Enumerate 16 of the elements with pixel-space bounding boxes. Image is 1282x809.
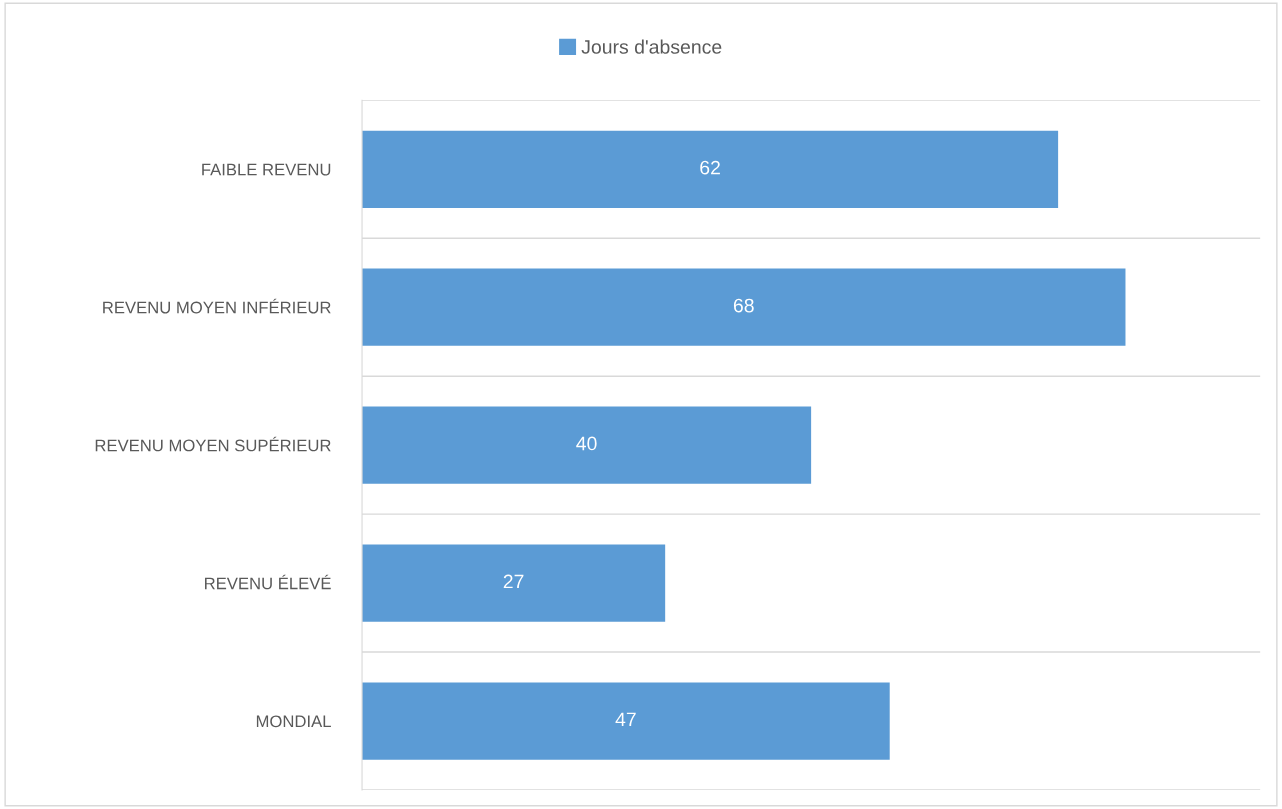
bar xyxy=(362,544,666,622)
legend-label: Jours d'absence xyxy=(581,39,722,54)
y-tick-label: REVENU MOYEN SUPÉRIEUR xyxy=(95,436,331,452)
data-label: 40 xyxy=(576,436,597,451)
bar xyxy=(362,682,890,760)
bar xyxy=(362,130,1059,208)
data-label: 62 xyxy=(700,160,720,175)
y-tick-label: FAIBLE REVENU xyxy=(202,163,331,176)
data-label: 47 xyxy=(615,712,636,727)
data-label: 68 xyxy=(733,298,754,313)
y-tick-label: REVENU ÉLEVÉ xyxy=(205,574,331,590)
data-label: 27 xyxy=(503,574,524,589)
bar xyxy=(362,406,812,484)
bar xyxy=(362,268,1126,346)
y-tick-label: REVENU MOYEN INFÉRIEUR xyxy=(103,298,331,314)
y-tick-label: MONDIAL xyxy=(256,715,331,728)
